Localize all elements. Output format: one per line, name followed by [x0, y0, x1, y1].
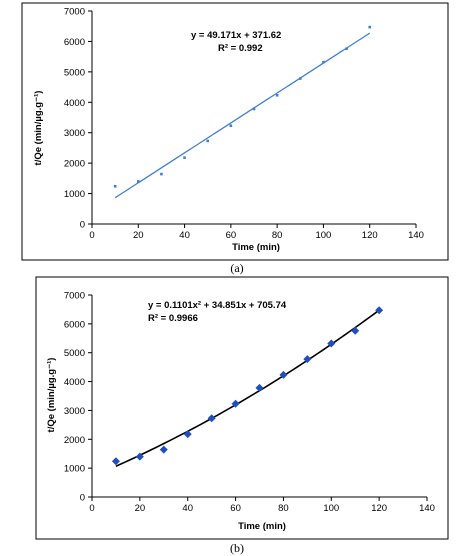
y-tick-label: 1000 [64, 464, 85, 475]
data-point [279, 370, 288, 379]
chart-frame-a [21, 2, 449, 261]
data-point [111, 457, 120, 466]
data-point [229, 124, 233, 128]
panel-caption-a: (a) [230, 261, 243, 275]
y-tick-label: 0 [80, 493, 85, 504]
y-tick-label: 7000 [64, 7, 85, 18]
x-tick-label: 60 [230, 503, 241, 514]
x-tick-label: 140 [408, 230, 424, 241]
data-point [275, 93, 279, 97]
x-tick-label: 140 [419, 503, 435, 514]
x-tick-label: 80 [272, 230, 283, 241]
data-point [375, 306, 384, 315]
y-tick-label: 4000 [64, 98, 85, 109]
y-tick-label: 2000 [64, 159, 85, 170]
plot-area-b: 0 20 40 60 80 100 120 140 0 1000 2000 3000 4000 5000 6… [64, 291, 435, 515]
x-tick-label: 120 [362, 230, 378, 241]
data-point [255, 383, 264, 392]
y-tick-label: 7000 [64, 291, 85, 302]
data-point [206, 139, 210, 143]
x-axis-label-a: Time (min) [232, 242, 280, 253]
data-point [303, 355, 312, 364]
y-tick-label: 1000 [64, 189, 85, 200]
y-tick-label: 5000 [64, 348, 85, 359]
data-point [113, 184, 117, 188]
x-tick-label: 0 [89, 503, 94, 514]
y-tick-label: 3000 [64, 128, 85, 139]
data-point [183, 156, 186, 159]
fit-equation-a: y = 49.171x + 371.62 [191, 30, 281, 41]
data-point [183, 430, 192, 439]
data-point [322, 60, 325, 64]
fit-equation-b: y = 0.1101x² + 34.851x + 705.74 [148, 300, 287, 311]
x-tick-label: 20 [133, 230, 144, 241]
x-tick-label: 120 [371, 503, 387, 514]
x-tick-label: 20 [135, 503, 146, 514]
y-tick-label: 4000 [64, 377, 85, 388]
chart-frame-b [35, 276, 449, 540]
data-point [135, 452, 144, 461]
x-tick-label: 60 [226, 230, 237, 241]
x-tick-label: 100 [323, 503, 339, 514]
data-point [351, 326, 360, 335]
x-tick-label: 40 [182, 503, 193, 514]
x-tick-label: 100 [315, 230, 331, 241]
fit-r2-b: R² = 0.9966 [148, 313, 198, 324]
data-point [207, 414, 216, 423]
y-tick-label: 5000 [64, 67, 85, 78]
trendline-a [114, 32, 371, 199]
data-point [327, 339, 336, 348]
chart-panel-a: 0 20 40 60 80 100 120 140 0 1000 2000 3000 4000 5000 6… [21, 2, 449, 261]
panel-caption-b: (b) [230, 541, 244, 555]
chart-panel-b: 0 20 40 60 80 100 120 140 0 1000 2000 3000 4000 5000 6… [35, 276, 449, 540]
y-tick-label: 0 [80, 220, 85, 231]
data-point [298, 77, 302, 80]
fit-r2-a: R² = 0.992 [218, 43, 263, 54]
data-point [252, 107, 256, 111]
data-point [160, 172, 163, 176]
trendline-b [115, 309, 380, 467]
y-axis-label-b: t/Qe (min/µg.g⁻¹) [46, 358, 57, 433]
x-axis-label-b: Time (min) [238, 521, 286, 532]
y-tick-label: 2000 [64, 435, 85, 446]
data-point [136, 180, 140, 183]
data-point [368, 25, 372, 29]
data-point [159, 445, 168, 454]
y-tick-label: 3000 [64, 406, 85, 417]
plot-area-a: 0 20 40 60 80 100 120 140 0 1000 2000 3000 4000 5000 6… [64, 7, 424, 242]
data-point [345, 47, 348, 51]
y-axis-label-a: t/Qe (min/µg.g⁻¹) [33, 91, 44, 166]
x-tick-label: 0 [89, 230, 94, 241]
x-tick-label: 80 [278, 503, 289, 514]
x-tick-label: 40 [179, 230, 190, 241]
y-tick-label: 6000 [64, 319, 85, 330]
y-tick-label: 6000 [64, 37, 85, 48]
data-point [231, 399, 240, 408]
